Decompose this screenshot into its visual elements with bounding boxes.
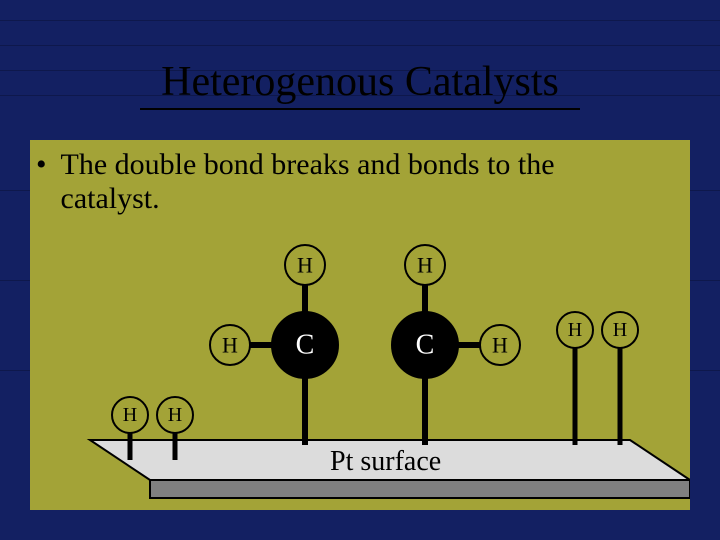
content-panel: • The double bond breaks and bonds to th… [30, 140, 690, 510]
atom-label-h-cl-top: H [297, 253, 313, 278]
page-title: Heterogenous Catalysts [0, 58, 720, 110]
atom-label-h-surf-1: H [123, 404, 137, 426]
atom-label-h-surf-3: H [568, 319, 582, 341]
atom-label-c-left: C [296, 330, 315, 361]
atom-label-c-right: C [416, 330, 435, 361]
pt-surface-label: Pt surface [330, 446, 441, 477]
atom-label-h-surf-4: H [613, 319, 627, 341]
atom-label-h-cr-right: H [492, 333, 508, 358]
atom-label-h-cl-left: H [222, 333, 238, 358]
title-text: Heterogenous Catalysts [161, 59, 559, 105]
atom-label-h-surf-2: H [168, 404, 182, 426]
catalyst-diagram: C C H H H H H H H H Pt surface [30, 140, 690, 510]
atom-label-h-cr-top: H [417, 253, 433, 278]
pt-surface-side [150, 480, 690, 498]
title-underline [140, 108, 580, 110]
